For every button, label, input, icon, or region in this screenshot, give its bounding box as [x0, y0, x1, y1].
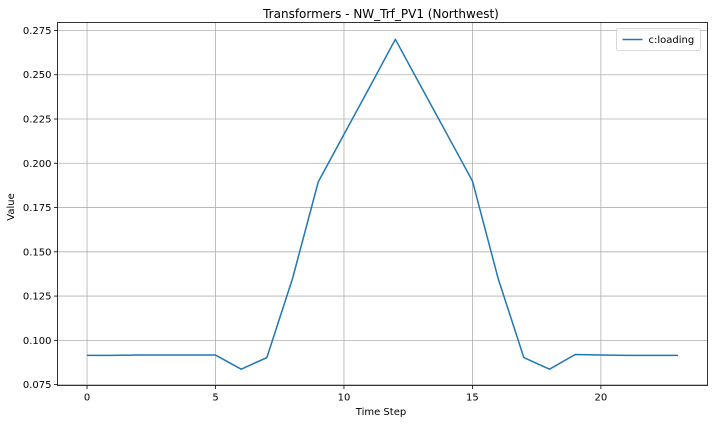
- x-tick-label: 5: [212, 393, 218, 404]
- y-tick-label: 0.200: [23, 159, 52, 170]
- legend: c:loading: [616, 28, 701, 51]
- y-tick-label: 0.275: [23, 26, 52, 37]
- legend-box: [616, 28, 701, 51]
- x-tick-label: 10: [338, 393, 351, 404]
- y-tick-label: 0.225: [23, 115, 52, 126]
- y-tick-label: 0.075: [23, 380, 52, 391]
- x-tick-label: 20: [595, 393, 608, 404]
- y-tick-label: 0.100: [23, 336, 52, 347]
- y-axis-title: Value: [6, 193, 17, 220]
- x-axis-title: Time Step: [355, 407, 406, 418]
- y-tick-label: 0.175: [23, 203, 52, 214]
- chart-title: Transformers - NW_Trf_PV1 (Northwest): [262, 7, 499, 21]
- y-tick-label: 0.125: [23, 292, 52, 303]
- plot-frame: [57, 22, 708, 386]
- y-tick-label: 0.150: [23, 247, 52, 258]
- y-tick-label: 0.250: [23, 70, 52, 81]
- grid: [57, 22, 708, 386]
- series-line-c-loading: [87, 38, 678, 370]
- ticks: 0 5 10 15 20 0.075 0.100 0.125 0.150 0.175 0.200 0.…: [23, 26, 607, 404]
- legend-label: c:loading: [649, 35, 695, 46]
- x-tick-label: 0: [84, 393, 90, 404]
- series-layer: [87, 38, 678, 370]
- x-tick-label: 15: [466, 393, 479, 404]
